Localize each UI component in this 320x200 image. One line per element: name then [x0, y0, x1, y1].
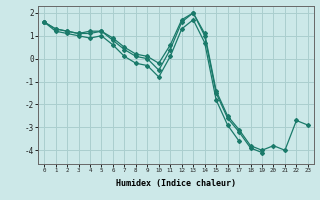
X-axis label: Humidex (Indice chaleur): Humidex (Indice chaleur): [116, 179, 236, 188]
